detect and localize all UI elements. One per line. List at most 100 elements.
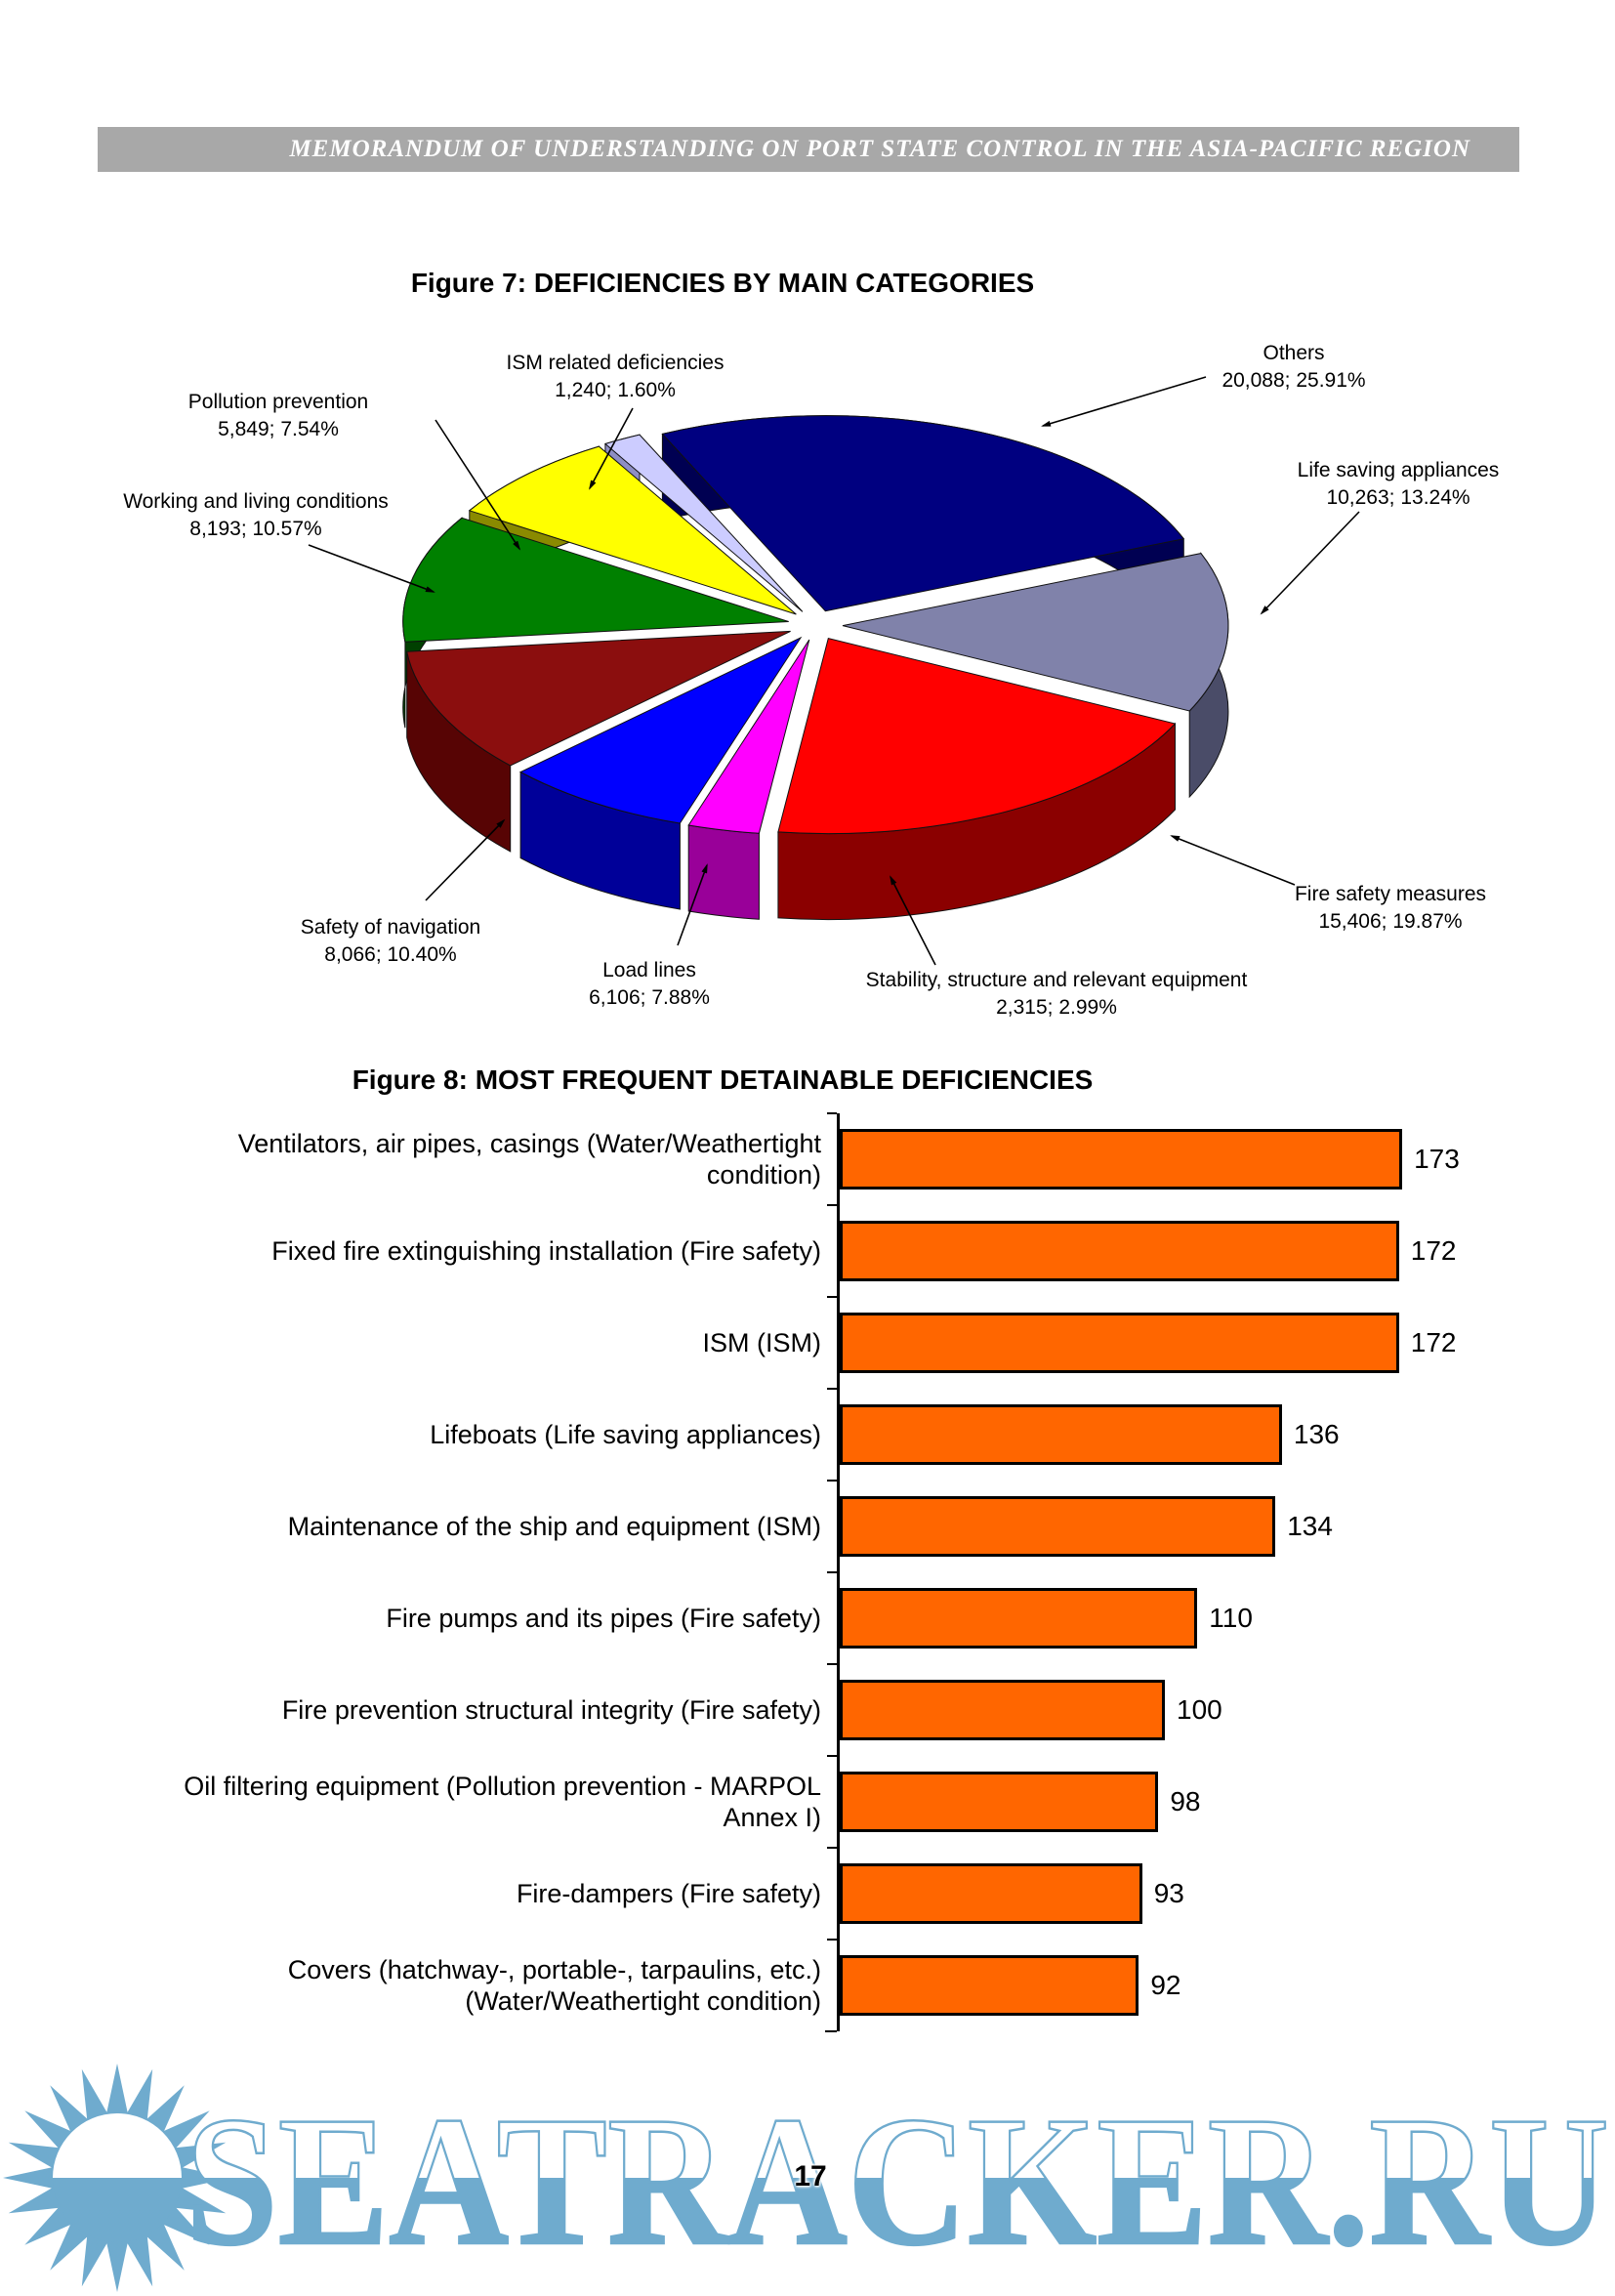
bar-row: ISM (ISM) 172 — [0, 1296, 1615, 1389]
pie-slice-name: Pollution prevention — [188, 391, 368, 413]
bar-value-label: 173 — [1414, 1144, 1460, 1174]
bar-track: 172 — [827, 1204, 1615, 1297]
pie-label-arrow — [425, 818, 506, 901]
pie-label-arrow — [890, 875, 936, 966]
bar-category-label: Lifeboats (Life saving appliances) — [430, 1419, 821, 1449]
bar — [840, 1129, 1403, 1190]
sun-logo-icon — [3, 2064, 231, 2292]
page-number: 17 — [794, 2160, 827, 2192]
pie-slice-value: 20,088; 25.91% — [1222, 369, 1365, 392]
bar-track: 100 — [827, 1663, 1615, 1756]
pie-slice-value: 15,406; 19.87% — [1318, 910, 1462, 933]
bar — [840, 1863, 1142, 1924]
bar-track: 98 — [827, 1755, 1615, 1848]
header-banner-text: MEMORANDUM OF UNDERSTANDING ON PORT STAT… — [289, 136, 1470, 162]
pie-label-arrow — [1170, 835, 1296, 886]
bar-row: Fixed fire extinguishing installation (F… — [0, 1204, 1615, 1297]
watermark-text: SEATRACKER.RU — [186, 2079, 1609, 2284]
pie-slice — [406, 630, 791, 767]
bar-category-label: Fire pumps and its pipes (Fire safety) — [386, 1603, 821, 1633]
bar-value-label: 98 — [1170, 1786, 1201, 1816]
pie-slice-name: Safety of navigation — [301, 916, 480, 939]
pie-slice — [603, 434, 804, 612]
pie-label-arrow — [308, 544, 435, 593]
bar-row: Oil filtering equipment (Pollution preve… — [0, 1755, 1615, 1848]
bar — [840, 1404, 1282, 1465]
bar-rows: Ventilators, air pipes, casings (Water/W… — [0, 1112, 1615, 2031]
pie-slice — [518, 636, 803, 824]
bar-value-label: 93 — [1153, 1878, 1184, 1908]
bar-category-label: Covers (hatchway-, portable-, tarpaulins… — [287, 1954, 821, 2016]
bar-track: 173 — [827, 1112, 1615, 1205]
bar-value-label: 172 — [1410, 1327, 1457, 1357]
bar-category-label: Fire-dampers (Fire safety) — [516, 1878, 821, 1908]
bar-value-label: 134 — [1287, 1511, 1333, 1541]
bar-category-label: Oil filtering equipment (Pollution preve… — [184, 1771, 821, 1832]
bar-track: 110 — [827, 1571, 1615, 1664]
bar — [840, 1680, 1165, 1740]
bar-track: 172 — [827, 1296, 1615, 1389]
sun-disc-bottom — [53, 2178, 182, 2242]
bar — [840, 1772, 1159, 1832]
pie-slice — [468, 445, 797, 615]
pie-slice-name: Life saving appliances — [1298, 459, 1500, 481]
bar — [840, 1955, 1139, 2016]
pie-slice-name: Fire safety measures — [1295, 883, 1486, 905]
bar-track: 93 — [827, 1847, 1615, 1940]
pie-slice — [842, 553, 1229, 712]
pie-label-arrow — [435, 419, 521, 551]
bar-category-label: Fire prevention structural integrity (Fi… — [281, 1694, 821, 1725]
pie-slice-value: 10,263; 13.24% — [1326, 486, 1470, 509]
bar — [840, 1588, 1198, 1649]
deficiencies-pie-chart: Others 20,088; 25.91% Life saving applianc… — [123, 342, 1500, 1019]
figure8-title: Figure 8: MOST FREQUENT DETAINABLE DEFIC… — [352, 1065, 1094, 1095]
pie-slice-name: Others — [1263, 342, 1324, 364]
detainable-deficiencies-bar-chart: Ventilators, air pipes, casings (Water/W… — [0, 1112, 1615, 2032]
bar-row: Ventilators, air pipes, casings (Water/W… — [0, 1112, 1615, 1205]
bar-value-label: 100 — [1177, 1694, 1222, 1725]
pie-label-arrow — [1041, 376, 1207, 427]
bar — [840, 1496, 1276, 1557]
pie-slice-value: 2,315; 2.99% — [996, 996, 1117, 1019]
pie-slice — [402, 517, 789, 643]
pie-slice-name: Working and living conditions — [123, 490, 389, 513]
sun-disc-top — [53, 2113, 182, 2178]
header-banner: MEMORANDUM OF UNDERSTANDING ON PORT STAT… — [98, 127, 1519, 172]
pie-slice-value: 8,193; 10.57% — [189, 518, 321, 540]
bar-track: 136 — [827, 1388, 1615, 1481]
pie-slice-side — [687, 824, 760, 920]
bar-row: Lifeboats (Life saving appliances) 136 — [0, 1388, 1615, 1481]
bar-row: Fire pumps and its pipes (Fire safety) 11… — [0, 1571, 1615, 1664]
bar-track: 92 — [827, 1939, 1615, 2031]
pie-label-arrow — [677, 863, 708, 946]
bar — [840, 1221, 1399, 1281]
bar-value-label: 136 — [1293, 1419, 1340, 1449]
pie-slice-value: 8,066; 10.40% — [324, 943, 456, 966]
figure7-title: Figure 7: DEFICIENCIES BY MAIN CATEGORIE… — [410, 268, 1035, 298]
bar-category-label: Ventilators, air pipes, casings (Water/W… — [237, 1128, 821, 1190]
pie-slice — [661, 415, 1185, 612]
watermark: SEATRACKER.RU — [3, 2064, 1610, 2292]
bar-row: Maintenance of the ship and equipment (I… — [0, 1480, 1615, 1572]
bar-value-label: 110 — [1209, 1603, 1253, 1633]
pie-label-arrow — [589, 407, 634, 490]
pie-slice-value: 5,849; 7.54% — [218, 418, 339, 440]
bar-category-label: ISM (ISM) — [702, 1327, 822, 1357]
bar-row: Covers (hatchway-, portable-, tarpaulins… — [0, 1939, 1615, 2031]
bar-value-label: 172 — [1410, 1235, 1457, 1266]
bar-track: 134 — [827, 1480, 1615, 1572]
bar-value-label: 92 — [1150, 1970, 1181, 2000]
pie-slice-name: ISM related deficiencies — [507, 352, 725, 374]
bar-category-label: Fixed fire extinguishing installation (F… — [271, 1235, 821, 1266]
pie-label-arrow — [1260, 511, 1360, 615]
pie-slice-value: 1,240; 1.60% — [555, 379, 676, 401]
bar-category-label: Maintenance of the ship and equipment (I… — [287, 1511, 821, 1541]
axis-end-tick — [825, 2030, 837, 2032]
pie-slice-name: Stability, structure and relevant equipm… — [866, 969, 1248, 991]
pie-slice — [687, 639, 810, 834]
pie-slice — [777, 637, 1177, 835]
bar — [840, 1313, 1399, 1373]
bar-row: Fire prevention structural integrity (Fi… — [0, 1663, 1615, 1756]
pie-slice-value: 6,106; 7.88% — [589, 986, 710, 1009]
